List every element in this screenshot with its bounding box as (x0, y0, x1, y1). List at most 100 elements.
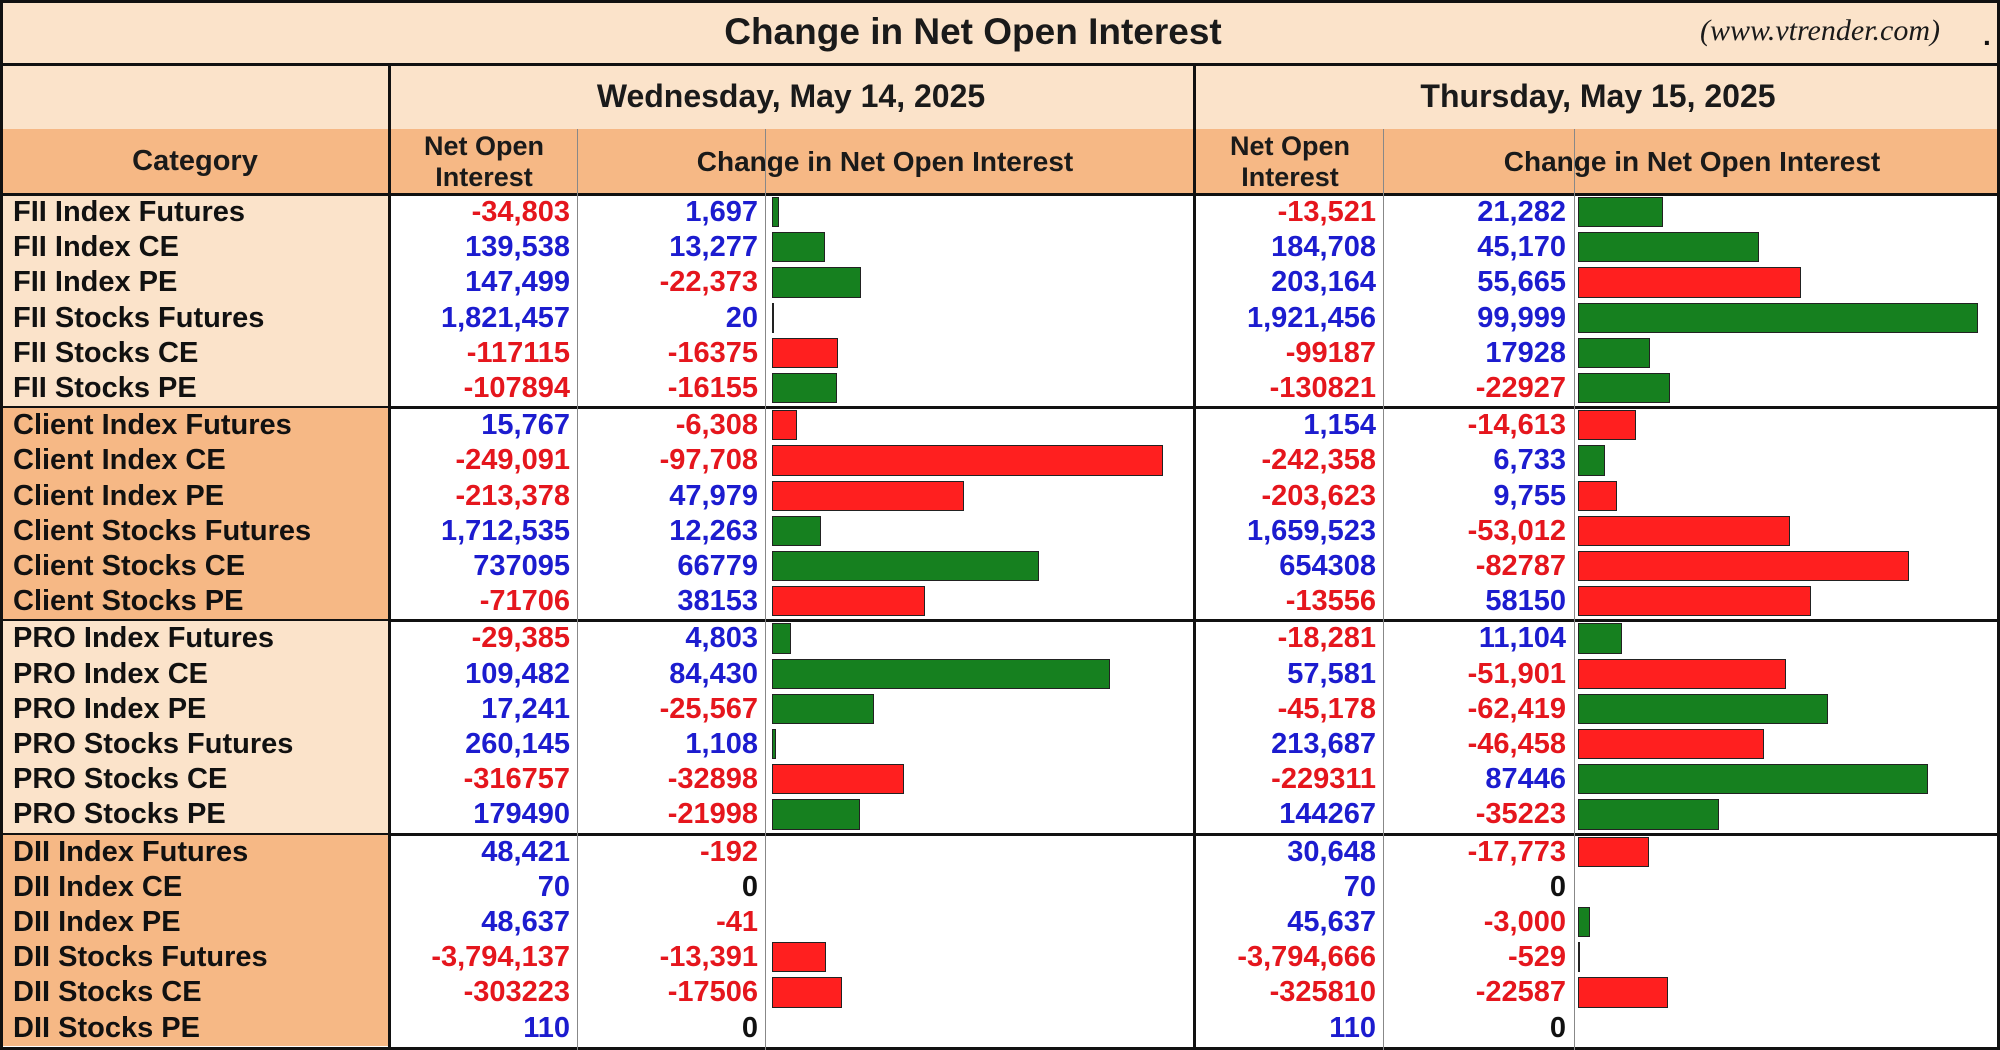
change-value: -21998 (667, 798, 758, 831)
net-oi-value: 139,538 (465, 231, 570, 264)
category-label: FII Stocks PE (13, 372, 197, 404)
change-value: 0 (1549, 870, 1566, 903)
change-value: -529 (1507, 941, 1566, 974)
change-value: -17,773 (1467, 835, 1566, 868)
net-oi-value: 260,145 (465, 728, 570, 760)
site-url: (www.vtrender.com) (1700, 14, 1940, 47)
category-label: DII Index PE (13, 906, 181, 938)
change-value: -32898 (667, 763, 758, 796)
category-label: FII Stocks CE (13, 336, 199, 369)
change-value: 13,277 (669, 231, 758, 264)
net-oi-value: 654308 (1279, 550, 1376, 582)
category-label: Client Index PE (13, 479, 225, 512)
net-oi-value: -99187 (1285, 336, 1376, 369)
category-group-bg (0, 621, 390, 833)
category-label: Client Index Futures (13, 409, 292, 442)
change-value: -53,012 (1467, 514, 1566, 547)
change-value: -192 (699, 835, 758, 868)
change-value: 11,104 (1478, 622, 1566, 655)
title-divider (0, 63, 2000, 66)
change-value: 55,665 (1477, 266, 1566, 299)
category-label: DII Index Futures (13, 835, 249, 868)
category-label: PRO Stocks CE (13, 763, 228, 796)
net-oi-value: -107894 (463, 372, 570, 404)
change-value: 84,430 (669, 657, 758, 690)
outer-bottom-border (0, 1047, 2000, 1050)
category-group-bg (0, 408, 390, 620)
chg-divider-1 (765, 129, 766, 1050)
net-oi-value: -34,803 (471, 196, 570, 228)
net-oi-value: -71706 (479, 585, 570, 618)
change-bar (1578, 764, 1928, 795)
net-oi-value: -3,794,666 (1237, 941, 1376, 974)
net-oi-value: 70 (1343, 870, 1376, 903)
change-bar (772, 799, 860, 830)
col-change-2: Change in Net Open Interest (1503, 146, 1881, 177)
change-value: -62,419 (1467, 692, 1566, 725)
change-bar (1578, 373, 1670, 404)
net-oi-value: -229311 (1271, 763, 1376, 796)
net-oi-value: -117115 (466, 336, 570, 369)
change-bar (1578, 197, 1664, 228)
change-value: 4,803 (685, 622, 758, 655)
change-bar (1578, 267, 1801, 298)
change-bar (772, 551, 1040, 582)
net-oi-value: -303223 (463, 976, 570, 1009)
group-divider (0, 619, 2000, 623)
outer-top-border (0, 0, 2000, 3)
change-value: 0 (1549, 1011, 1566, 1044)
category-label: Client Index CE (13, 444, 226, 477)
change-bar (772, 942, 826, 973)
change-bar (1578, 480, 1618, 511)
net-oi-value: -130821 (1269, 372, 1376, 404)
net-oi-value: -13,521 (1277, 196, 1376, 228)
change-value: -16155 (667, 372, 758, 404)
date-divider (1193, 63, 1196, 1050)
change-value: -97,708 (659, 444, 758, 477)
net-oi-value: 1,821,457 (440, 301, 570, 334)
change-bar (1578, 586, 1811, 617)
change-value: -22927 (1475, 372, 1566, 404)
change-value: -51,901 (1467, 657, 1566, 690)
change-value: 20 (725, 301, 758, 334)
change-value: -82787 (1475, 550, 1566, 582)
net-oi-value: 48,421 (481, 835, 570, 868)
change-bar (1578, 942, 1581, 973)
change-value: 21,282 (1477, 196, 1566, 228)
change-value: -6,308 (675, 409, 758, 442)
chg-divider-2 (1574, 129, 1575, 1050)
net-oi-value: 1,154 (1303, 409, 1376, 442)
change-value: 6,733 (1493, 444, 1566, 477)
category-label: Client Stocks CE (13, 550, 246, 582)
oi-divider-2 (1383, 129, 1384, 1050)
change-value: -14,613 (1467, 409, 1566, 442)
net-oi-value: -242,358 (1261, 444, 1377, 477)
col-net-oi-2: Net Open Interest (1229, 130, 1350, 192)
category-label: PRO Index CE (13, 657, 208, 690)
title-dot: . (1983, 20, 1991, 51)
change-bar (1578, 836, 1650, 867)
group-divider (0, 832, 2000, 836)
change-value: -22587 (1475, 976, 1566, 1009)
change-bar (772, 658, 1110, 689)
category-label: PRO Stocks Futures (13, 728, 294, 760)
col-change-1: Change in Net Open Interest (696, 146, 1074, 177)
change-value: -35223 (1475, 798, 1566, 831)
page-title: Change in Net Open Interest (724, 11, 1222, 52)
net-oi-value: -203,623 (1261, 479, 1377, 512)
change-value: 87446 (1485, 763, 1566, 796)
change-bar (1578, 729, 1764, 760)
category-label: DII Stocks CE (13, 976, 202, 1009)
date-header-1: Wednesday, May 14, 2025 (596, 78, 986, 114)
net-oi-value: 1,921,456 (1246, 301, 1376, 334)
change-bar (772, 764, 904, 795)
net-oi-value: -29,385 (471, 622, 570, 655)
change-bar (772, 267, 862, 298)
net-oi-value: -45,178 (1277, 692, 1376, 725)
net-oi-value: 110 (1329, 1011, 1376, 1044)
change-value: 0 (741, 870, 758, 903)
change-value: 45,170 (1477, 231, 1566, 264)
outer-left-border (0, 0, 3, 1050)
net-oi-value: 184,708 (1271, 231, 1376, 264)
category-label: DII Stocks Futures (13, 941, 268, 974)
